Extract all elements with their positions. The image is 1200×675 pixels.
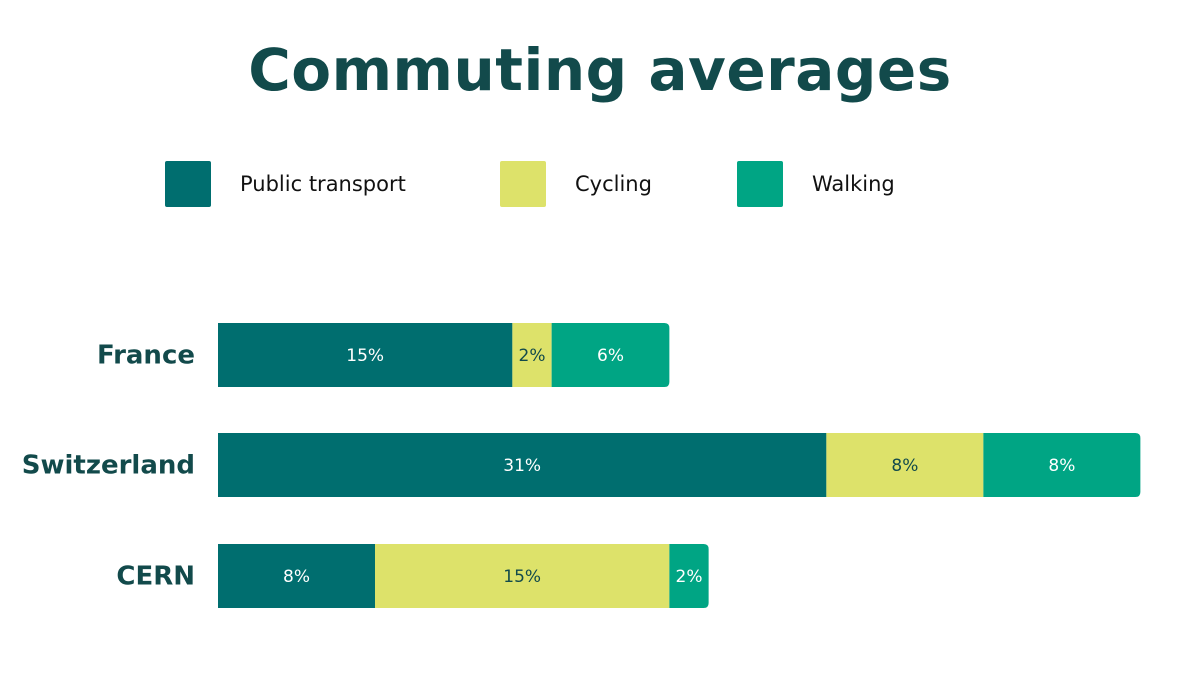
legend-swatch-public-transport: [165, 161, 211, 207]
data-label-switzerland-cycling: 8%: [891, 456, 918, 476]
legend-label-cycling: Cycling: [575, 172, 652, 196]
bar-switzerland-cycling: [826, 433, 984, 497]
data-label-cern-public-transport: 8%: [283, 567, 310, 587]
bar-france-walking: [551, 323, 670, 387]
bar-switzerland-public-transport: [218, 433, 827, 497]
data-label-cern-cycling: 15%: [503, 567, 541, 587]
legend-label-public-transport: Public transport: [240, 172, 406, 196]
bar-cern-cycling: [375, 544, 670, 608]
bar-cern-public-transport: [218, 544, 375, 608]
legend-swatch-cycling: [500, 161, 546, 207]
data-label-france-cycling: 2%: [519, 346, 546, 366]
category-label-cern: CERN: [116, 562, 195, 592]
data-label-france-public-transport: 15%: [346, 346, 384, 366]
bar-france-cycling: [512, 323, 552, 387]
legend-swatch-walking: [737, 161, 783, 207]
chart-title: Commuting averages: [248, 36, 952, 104]
data-label-cern-walking: 2%: [676, 567, 703, 587]
category-label-switzerland: Switzerland: [22, 451, 195, 481]
category-label-france: France: [97, 341, 195, 371]
legend-label-walking: Walking: [812, 172, 895, 196]
data-label-switzerland-walking: 8%: [1048, 456, 1075, 476]
bar-switzerland-walking: [983, 433, 1141, 497]
data-label-france-walking: 6%: [597, 346, 624, 366]
data-label-switzerland-public-transport: 31%: [503, 456, 541, 476]
bar-cern-walking: [669, 544, 709, 608]
bar-france-public-transport: [218, 323, 513, 387]
